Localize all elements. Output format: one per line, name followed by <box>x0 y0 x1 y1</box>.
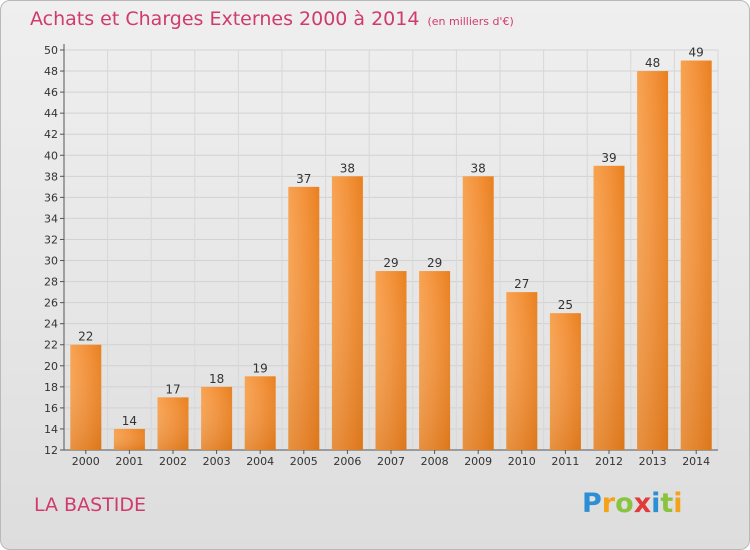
proxiti-logo: Proxiti <box>582 488 683 519</box>
data-label: 25 <box>558 298 573 312</box>
y-tick-label: 46 <box>44 86 58 99</box>
x-tick-label: 2008 <box>421 455 449 468</box>
y-tick-label: 44 <box>44 107 58 120</box>
labels: 12 14 16 18 20 22 24 26 28 30 32 34 36 38 40 42 44 46 48 50… <box>44 44 710 468</box>
x-tick-label: 2010 <box>508 455 536 468</box>
y-tick-label: 20 <box>44 360 58 373</box>
bar-shade <box>462 176 494 450</box>
chart-subtitle: (en milliers d'€) <box>427 15 514 28</box>
y-tick-label: 42 <box>44 128 58 141</box>
data-label: 29 <box>427 256 442 270</box>
bars <box>70 60 712 451</box>
logo-letter: i <box>651 488 661 519</box>
y-tick-label: 32 <box>44 233 58 246</box>
y-tick-label: 50 <box>44 44 58 57</box>
x-tick-label: 2011 <box>551 455 579 468</box>
y-tick-label: 36 <box>44 191 58 204</box>
x-tick-label: 2014 <box>682 455 710 468</box>
bar-shade <box>244 376 276 450</box>
data-label: 22 <box>78 330 93 344</box>
y-tick-label: 28 <box>44 276 58 289</box>
x-tick-label: 2009 <box>464 455 492 468</box>
x-tick-label: 2003 <box>203 455 231 468</box>
data-label: 49 <box>689 46 704 60</box>
bar-shade <box>113 428 145 450</box>
data-label: 19 <box>253 361 268 375</box>
y-tick-label: 22 <box>44 339 58 352</box>
y-tick-label: 14 <box>44 423 58 436</box>
bar-shade <box>637 71 669 450</box>
bar-shade <box>419 271 451 450</box>
data-label: 27 <box>514 277 529 291</box>
logo-letter: P <box>582 488 602 519</box>
x-tick-label: 2005 <box>290 455 318 468</box>
chart-title: Achats et Charges Externes 2000 à 2014 <box>30 8 420 30</box>
bar-shade <box>201 386 233 450</box>
bar-shade <box>549 313 581 450</box>
y-tick-label: 18 <box>44 381 58 394</box>
x-tick-label: 2000 <box>72 455 100 468</box>
y-tick-label: 30 <box>44 255 58 268</box>
data-label: 14 <box>122 414 137 428</box>
y-tick-label: 34 <box>44 212 58 225</box>
logo-letter: o <box>615 488 634 519</box>
bar-shade <box>680 60 712 451</box>
logo-letter: t <box>660 488 674 519</box>
data-label: 48 <box>645 56 660 70</box>
data-label: 29 <box>383 256 398 270</box>
x-tick-label: 2002 <box>159 455 187 468</box>
bar-shade <box>70 344 102 450</box>
y-tick-label: 38 <box>44 170 58 183</box>
data-label: 38 <box>340 161 355 175</box>
logo-letter: r <box>601 488 616 519</box>
logo-letter: i <box>673 488 683 519</box>
x-tick-label: 2001 <box>115 455 143 468</box>
x-tick-label: 2012 <box>595 455 623 468</box>
x-tick-label: 2004 <box>246 455 274 468</box>
bar-shade <box>157 397 189 450</box>
data-label: 37 <box>296 172 311 186</box>
bar-shade <box>593 165 625 450</box>
bar-shade <box>506 292 538 450</box>
x-tick-label: 2006 <box>333 455 361 468</box>
y-tick-label: 48 <box>44 65 58 78</box>
y-tick-label: 12 <box>44 444 58 457</box>
data-label: 39 <box>601 151 616 165</box>
bar-shade <box>375 271 407 450</box>
logo-letter: x <box>633 488 652 519</box>
data-label: 17 <box>165 382 180 396</box>
place-name: LA BASTIDE <box>34 494 146 516</box>
data-label: 18 <box>209 372 224 386</box>
x-tick-label: 2013 <box>639 455 667 468</box>
bar-shade <box>331 176 363 450</box>
chart-title-block: Achats et Charges Externes 2000 à 2014 (e… <box>30 8 514 30</box>
y-tick-label: 40 <box>44 149 58 162</box>
y-tick-label: 24 <box>44 318 58 331</box>
y-tick-label: 16 <box>44 402 58 415</box>
data-label: 38 <box>471 161 486 175</box>
bar-shade <box>288 186 320 450</box>
y-tick-label: 26 <box>44 297 58 310</box>
x-tick-label: 2007 <box>377 455 405 468</box>
